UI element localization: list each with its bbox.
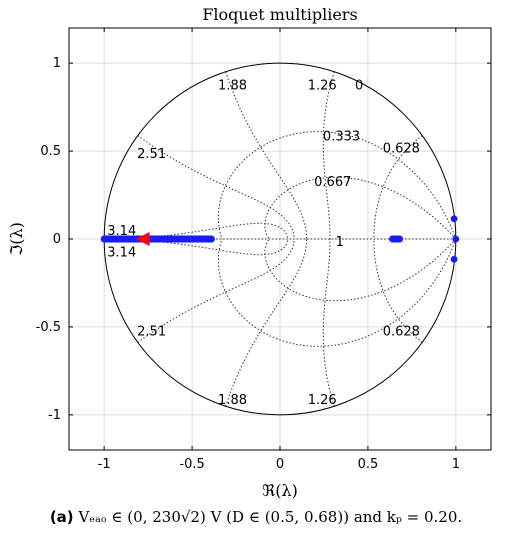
multiplier-point-0-1	[450, 215, 458, 223]
figure-caption: (a) Vₑₐₒ ∈ (0, 230√2) V (D ∈ (0.5, 0.68)…	[0, 508, 512, 526]
damping-curve-upper-0	[217, 131, 457, 240]
frequency-curve-lower-3	[137, 238, 295, 343]
frequency-label-2: 2.51	[137, 147, 166, 162]
data-marks	[100, 215, 460, 263]
damping-curve-upper-1	[264, 176, 457, 240]
damping-label-1: 0.333	[323, 129, 360, 144]
y-tick-label-2: 0	[53, 232, 61, 247]
x-tick-label-2: 0	[276, 457, 284, 472]
multiplier-point-0-0	[452, 235, 460, 243]
frequency-curve-upper-2	[225, 71, 308, 240]
y-tick-label-0: -1	[48, 408, 61, 423]
axis-ticks: -1 -0.5 0 0.5 1 -1 -0.5 0 0.5 1	[36, 28, 491, 472]
y-axis-label: ℑ(λ)	[7, 222, 26, 256]
y-tick-label-4: 1	[53, 56, 61, 71]
floquet-plot: -1 -0.5 0 0.5 1 -1 -0.5 0 0.5 1 0 0.333 0.667 1 1.88 1…	[7, 5, 492, 500]
caption-tag: (a)	[49, 508, 74, 526]
frequency-label-8: 1.88	[218, 393, 247, 408]
frequency-label-7: 0.628	[383, 324, 420, 339]
damping-label-0: 0	[355, 78, 363, 93]
grid-labels: 0 0.333 0.667 1 1.88 1.26 2.51 0.628 3.14 3.14 2.5…	[107, 78, 420, 408]
frequency-curve-upper-0	[373, 135, 423, 240]
frequency-curve-lower-4	[104, 238, 289, 256]
x-tick-label-1: -0.5	[179, 457, 204, 472]
frequency-curve-lower-2	[225, 238, 308, 407]
chart-title: Floquet multipliers	[202, 5, 357, 24]
y-tick-label-3: 0.5	[40, 144, 61, 159]
x-tick-label-3: 0.5	[358, 457, 379, 472]
frequency-label-3: 0.628	[383, 142, 420, 157]
frequency-label-5: 3.14	[107, 245, 136, 260]
frequency-label-0: 1.88	[218, 78, 247, 93]
frequency-curve-lower-1	[322, 238, 335, 407]
frequency-curve-lower-0	[373, 238, 423, 343]
frequency-curve-upper-1	[322, 71, 335, 240]
multiplier-point-0-2	[450, 255, 458, 263]
damping-curve-lower-1	[264, 238, 457, 302]
x-axis-label: ℜ(λ)	[262, 481, 298, 500]
frequency-label-9: 1.26	[308, 393, 337, 408]
x-tick-label-4: 1	[452, 457, 460, 472]
frequency-curve-upper-4	[104, 222, 289, 240]
caption-text: Vₑₐₒ ∈ (0, 230√2) V (D ∈ (0.5, 0.68)) an…	[78, 508, 463, 526]
damping-label-2: 0.667	[314, 175, 351, 190]
frequency-label-4: 3.14	[107, 224, 136, 239]
frequency-curve-upper-3	[137, 135, 295, 240]
frequency-label-6: 2.51	[137, 324, 166, 339]
damping-label-3: 1	[336, 235, 344, 250]
frequency-label-1: 1.26	[308, 78, 337, 93]
final-multiplier-marker-0	[135, 232, 150, 246]
y-tick-label-1: -0.5	[36, 320, 61, 335]
x-tick-label-0: -1	[98, 457, 111, 472]
root-locus-grid	[104, 71, 457, 407]
damping-curve-lower-0	[217, 238, 457, 347]
